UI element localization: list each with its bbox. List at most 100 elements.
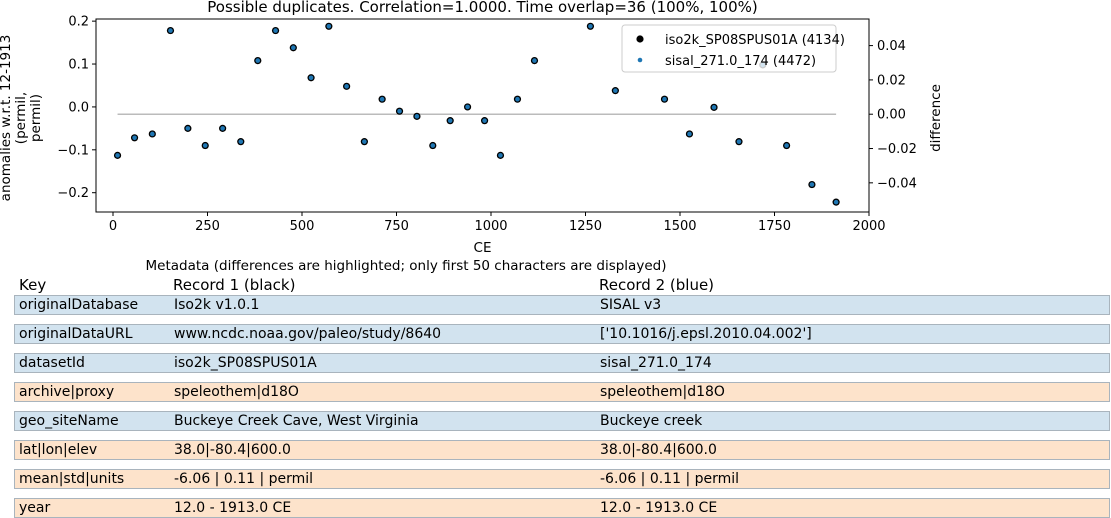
metadata-cell-r2: 38.0|-80.4|600.0 — [600, 442, 717, 458]
metadata-cell-key: lat|lon|elev — [19, 442, 98, 458]
data-point-record2 — [809, 182, 815, 187]
y-tick-label: 0.1 — [68, 58, 89, 73]
plot-frame — [95, 18, 870, 213]
metadata-cell-key: datasetId — [19, 355, 85, 371]
scatter-chart: Possible duplicates. Correlation=1.0000.… — [0, 0, 944, 256]
header-record1: Record 1 (black) — [173, 276, 296, 294]
y-tick-label: 0.0 — [68, 100, 89, 115]
data-point-record2 — [465, 104, 470, 110]
y-right-tick-label: 0.04 — [877, 39, 906, 54]
metadata-row: archive|proxy speleothem|d18O speleothem|d… — [14, 382, 1110, 402]
metadata-cell-key: originalDataURL — [19, 326, 133, 342]
y-axis-label: (permil, — [13, 92, 29, 144]
metadata-cell-r2: speleothem|d18O — [600, 384, 725, 400]
metadata-cell-key: mean|std|units — [19, 471, 125, 487]
metadata-cell-r1: speleothem|d18O — [174, 384, 299, 400]
x-tick-label: 500 — [290, 219, 315, 234]
data-point-record2 — [168, 28, 173, 33]
data-point-record2 — [498, 153, 503, 158]
data-point-record2 — [202, 143, 208, 148]
data-point-record2 — [255, 58, 261, 63]
metadata-cell-r2: -6.06 | 0.11 | permil — [600, 471, 740, 487]
data-point-record2 — [185, 126, 191, 131]
data-point-record2 — [613, 88, 618, 93]
metadata-cell-r2: Buckeye creek — [600, 413, 703, 429]
metadata-cell-key: originalDatabase — [19, 297, 139, 313]
x-tick-label: 1250 — [569, 219, 602, 234]
data-point-record2 — [515, 96, 520, 102]
data-point-record2 — [379, 96, 385, 102]
metadata-row: lat|lon|elev 38.0|-80.4|600.0 38.0|-80.4|6… — [14, 440, 1110, 460]
x-tick-label: 1000 — [474, 219, 507, 234]
metadata-cell-r2: ['10.1016/j.epsl.2010.04.002'] — [600, 326, 812, 342]
y-axis-label: permil) — [28, 94, 44, 142]
x-axis-label: CE — [474, 240, 492, 256]
metadata-cell-key: year — [19, 500, 51, 516]
y-right-tick-label: −0.04 — [877, 176, 917, 191]
data-point-record2 — [238, 139, 244, 144]
data-point-record2 — [833, 199, 839, 205]
y-right-tick-label: 0.00 — [877, 108, 906, 123]
metadata-cell-r2: sisal_271.0_174 — [600, 355, 712, 371]
x-tick-label: 750 — [384, 219, 409, 234]
data-point-record2 — [784, 143, 789, 148]
data-point-record2 — [687, 131, 692, 137]
metadata-cell-r2: SISAL v3 — [600, 297, 662, 313]
data-point-record2 — [414, 114, 420, 119]
metadata-row: mean|std|units -6.06 | 0.11 | permil -6.06… — [14, 469, 1110, 489]
data-point-record2 — [588, 23, 593, 29]
y-right-tick-label: −0.02 — [877, 142, 917, 157]
data-point-record2 — [430, 143, 436, 148]
data-point-record2 — [736, 139, 742, 144]
legend-label-record2: sisal_271.0_174 (4472) — [665, 54, 816, 69]
metadata-cell-r1: -6.06 | 0.11 | permil — [174, 471, 314, 487]
metadata-cell-r1: www.ncdc.noaa.gov/paleo/study/8640 — [174, 326, 442, 342]
header-key: Key — [19, 276, 47, 294]
chart-title: Possible duplicates. Correlation=1.0000.… — [207, 0, 758, 16]
metadata-cell-key: archive|proxy — [19, 384, 115, 400]
y-tick-label: 0.2 — [68, 15, 89, 30]
y-right-tick-label: 0.02 — [877, 73, 906, 88]
legend-marker-record1 — [636, 35, 644, 43]
data-point-record2 — [532, 58, 537, 63]
metadata-cell-r1: iso2k_SP08SPUS01A — [174, 355, 317, 371]
x-tick-label: 1750 — [758, 219, 791, 234]
data-point-record2 — [711, 105, 717, 110]
metadata-cell-r1: 38.0|-80.4|600.0 — [174, 442, 291, 458]
metadata-cell-r1: Iso2k v1.0.1 — [174, 297, 260, 313]
metadata-row: datasetId iso2k_SP08SPUS01A sisal_271.0_17… — [14, 353, 1110, 373]
data-point-record2 — [150, 131, 155, 137]
legend-marker-record2 — [637, 57, 643, 63]
legend-box — [621, 24, 837, 73]
data-point-record2 — [397, 108, 402, 114]
data-point-record2 — [220, 126, 225, 131]
metadata-cell-r1: Buckeye Creek Cave, West Virginia — [174, 413, 419, 429]
data-point-record2 — [344, 84, 349, 89]
data-point-record2 — [326, 23, 332, 29]
y-tick-label: −0.2 — [57, 186, 89, 201]
data-point-record2 — [308, 75, 314, 81]
y-right-axis-label: difference — [928, 84, 944, 152]
data-point-record2 — [132, 135, 137, 141]
metadata-row: geo_siteName Buckeye Creek Cave, West Vir… — [14, 411, 1110, 431]
x-tick-label: 1500 — [663, 219, 696, 234]
metadata-cell-key: geo_siteName — [19, 413, 119, 429]
x-tick-label: 2000 — [852, 219, 885, 234]
legend-label-record1: iso2k_SP08SPUS01A (4134) — [665, 33, 845, 48]
y-axis-label: anomalies w.r.t. 12-1913 — [0, 35, 14, 202]
metadata-row: originalDatabase Iso2k v1.0.1 SISAL v3 — [14, 295, 1110, 315]
metadata-cell-r2: 12.0 - 1913.0 CE — [600, 500, 718, 516]
header-record2: Record 2 (blue) — [599, 276, 715, 294]
x-tick-label: 0 — [109, 219, 117, 234]
data-point-record2 — [362, 139, 367, 144]
metadata-row: originalDataURL www.ncdc.noaa.gov/paleo/s… — [14, 324, 1110, 344]
metadata-caption: Metadata (differences are highlighted; o… — [145, 258, 667, 274]
metadata-cell-r1: 12.0 - 1913.0 CE — [174, 500, 292, 516]
data-point-record2 — [291, 45, 296, 51]
metadata-row: year 12.0 - 1913.0 CE 12.0 - 1913.0 CE — [14, 498, 1110, 518]
data-point-record2 — [273, 28, 278, 33]
y-tick-label: −0.1 — [57, 143, 89, 158]
data-point-record2 — [662, 96, 667, 102]
data-point-record2 — [447, 118, 453, 123]
x-tick-label: 250 — [195, 219, 220, 234]
